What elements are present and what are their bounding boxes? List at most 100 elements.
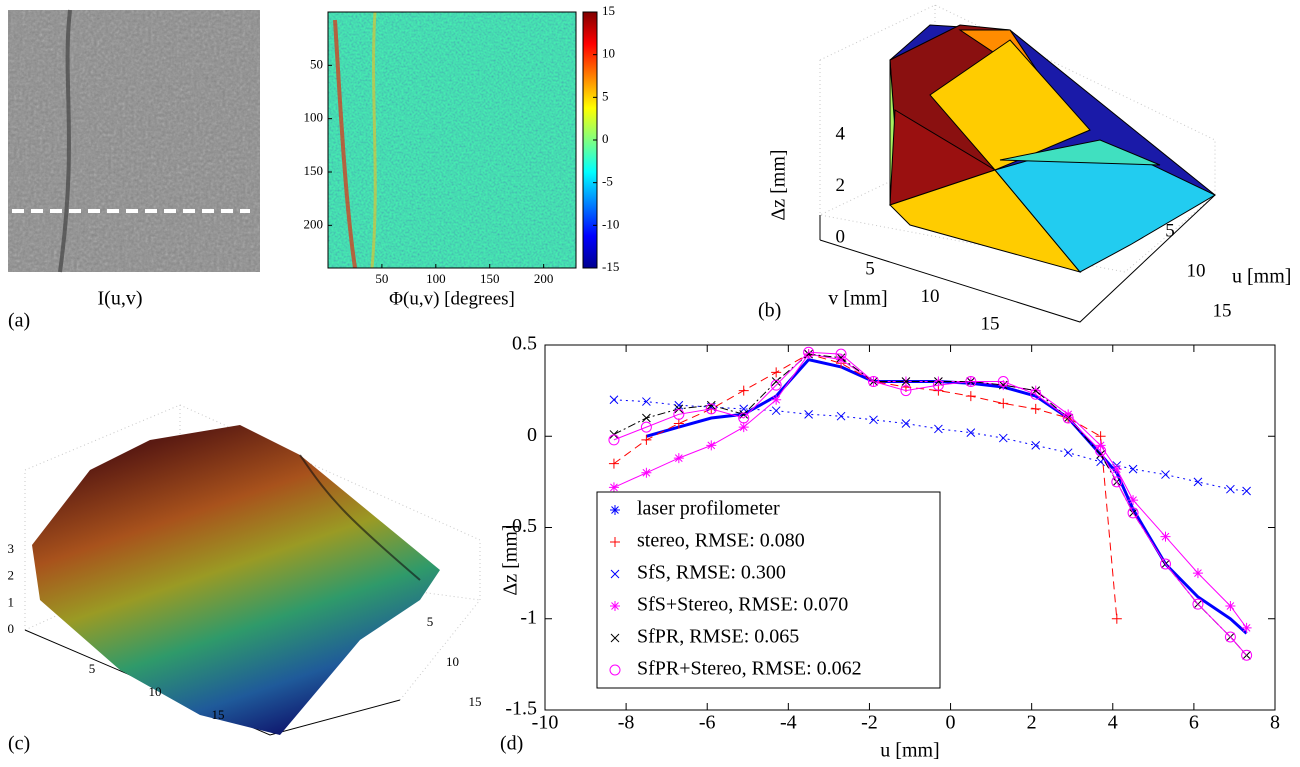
y-tick-label: 100 [304, 110, 324, 125]
z-axis-label: Δz [mm] [768, 149, 790, 220]
colorbar-tick-label: -5 [602, 174, 613, 189]
marker [1226, 485, 1234, 493]
u-axis-label: u [mm] [1232, 266, 1291, 288]
marker [1161, 532, 1171, 542]
marker [641, 468, 651, 478]
y-tick-label: 0 [527, 424, 537, 446]
photo-panel: I(u,v) (a) [8, 10, 260, 332]
v-axis-label: v [mm] [828, 288, 887, 310]
x-tick-label: -4 [780, 712, 797, 734]
marker [706, 440, 716, 450]
photo-texture [8, 10, 260, 272]
v-tick-label: 15 [212, 707, 225, 722]
x-tick-label: 6 [1189, 712, 1199, 734]
surface-c-panel: (c) 01235101551015 [8, 405, 482, 755]
x-tick-label: 200 [534, 271, 554, 286]
marker [1112, 464, 1122, 474]
x-tick-label: -2 [861, 712, 878, 734]
y-tick-label: -0.5 [505, 515, 537, 537]
marker [610, 601, 620, 611]
x-tick-label: 2 [1027, 712, 1037, 734]
colorbar-tick-label: 15 [602, 3, 615, 18]
marker [610, 396, 618, 404]
colorbar-tick-label: 0 [602, 131, 609, 146]
v-tick-label: 5 [89, 661, 96, 676]
x-axis-label: u [mm] [880, 740, 939, 762]
y-tick-label: -1.5 [505, 698, 537, 720]
marker [998, 398, 1008, 408]
u-tick-label: 10 [1187, 260, 1206, 281]
v-tick-label: 15 [981, 313, 1000, 334]
marker [934, 425, 942, 433]
z-tick-label: 2 [8, 568, 15, 583]
u-tick-label: 15 [1213, 300, 1232, 321]
colorbar-tick-label: -10 [602, 216, 619, 231]
marker [1112, 614, 1122, 624]
marker [1032, 441, 1040, 449]
legend-label: SfS+Stereo, RMSE: 0.070 [637, 594, 848, 616]
legend-label: laser profilometer [637, 498, 780, 520]
surface [32, 425, 440, 735]
marker [772, 407, 780, 415]
v-tick-label: 10 [149, 684, 162, 699]
photo-label: I(u,v) [98, 288, 143, 310]
marker [1193, 568, 1203, 578]
y-tick-label: 50 [310, 56, 323, 71]
colorbar-tick-label: 5 [602, 88, 609, 103]
legend-label: SfPR, RMSE: 0.065 [637, 626, 799, 648]
marker [999, 434, 1007, 442]
z-tick-label: 1 [8, 594, 15, 609]
marker [1064, 449, 1072, 457]
z-tick-label: 3 [8, 541, 15, 556]
marker [1128, 495, 1138, 505]
marker [1194, 478, 1202, 486]
marker [1242, 623, 1252, 633]
z-tick-label: 4 [836, 123, 846, 144]
heatmap-panel: Φ(u,v) [degrees] 5010015020050100150200-… [304, 3, 620, 309]
x-tick-label: 4 [1108, 712, 1118, 734]
marker [837, 412, 845, 420]
x-tick-label: 100 [426, 271, 446, 286]
u-tick-label: 5 [1165, 220, 1175, 241]
marker [1225, 601, 1235, 611]
surface-b-panel: Δz [mm] u [mm] v [mm] (b) 0 2 4 5 10 15 5 10 15 [758, 5, 1291, 334]
x-tick-label: 150 [480, 271, 500, 286]
page: I(u,v) (a) Φ(u,v) [degrees] 501001502005… [0, 0, 1300, 767]
colorbar-tick-label: 10 [602, 46, 615, 61]
heatmap-xlabel: Φ(u,v) [degrees] [389, 288, 515, 309]
y-tick-label: -1 [520, 606, 537, 628]
x-tick-label: 50 [375, 271, 388, 286]
panel-label: (b) [758, 300, 781, 322]
marker [1096, 431, 1106, 441]
y-tick-label: 200 [304, 216, 324, 231]
legend: laser profilometer stereo, RMSE: 0.080 SfS… [597, 492, 940, 688]
marker [1097, 458, 1105, 466]
legend-label: SfPR+Stereo, RMSE: 0.062 [637, 658, 862, 680]
marker [870, 416, 878, 424]
marker [1129, 465, 1137, 473]
z-tick-label: 0 [836, 226, 846, 247]
u-tick-label: 15 [469, 694, 482, 709]
panel-label: (a) [8, 310, 30, 332]
z-tick-label: 0 [8, 621, 15, 636]
panel-label: (c) [8, 733, 30, 755]
marker [966, 391, 976, 401]
v-tick-label: 5 [865, 258, 875, 279]
legend-label: stereo, RMSE: 0.080 [637, 530, 805, 552]
y-tick-label: 150 [304, 163, 324, 178]
marker [1162, 471, 1170, 479]
figure: I(u,v) (a) Φ(u,v) [degrees] 501001502005… [0, 0, 1300, 767]
marker [610, 505, 620, 515]
panel-label: (d) [500, 733, 523, 755]
marker [771, 395, 781, 405]
z-tick-label: 2 [836, 175, 846, 196]
marker [1031, 404, 1041, 414]
marker [771, 367, 781, 377]
v-tick-label: 10 [921, 286, 940, 307]
marker [642, 414, 650, 422]
colorbar-tick-label: -15 [602, 259, 619, 274]
y-tick-label: 0.5 [512, 333, 537, 355]
marker [674, 453, 684, 463]
marker [609, 482, 619, 492]
